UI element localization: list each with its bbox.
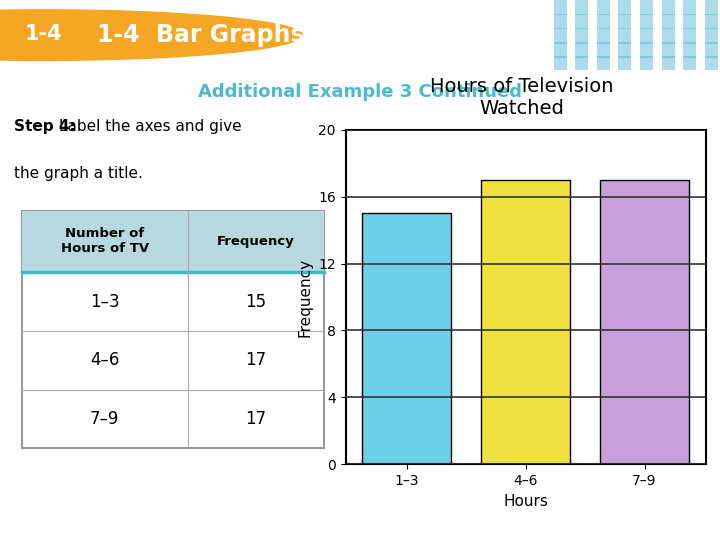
FancyBboxPatch shape <box>662 56 675 72</box>
FancyBboxPatch shape <box>618 14 631 30</box>
Text: 4–6: 4–6 <box>90 352 120 369</box>
FancyBboxPatch shape <box>554 42 567 58</box>
Text: 7–9: 7–9 <box>90 410 120 428</box>
Text: Step 4:: Step 4: <box>14 119 76 134</box>
Text: 15: 15 <box>246 293 266 310</box>
FancyBboxPatch shape <box>640 0 653 16</box>
FancyBboxPatch shape <box>575 28 588 44</box>
FancyBboxPatch shape <box>22 211 324 272</box>
Text: Additional Example 3 Continued: Additional Example 3 Continued <box>198 83 522 101</box>
FancyBboxPatch shape <box>597 0 610 16</box>
FancyBboxPatch shape <box>683 42 696 58</box>
FancyBboxPatch shape <box>705 14 718 30</box>
Bar <box>481 180 570 464</box>
FancyBboxPatch shape <box>705 0 718 16</box>
FancyBboxPatch shape <box>640 14 653 30</box>
Text: Label the axes and give: Label the axes and give <box>59 119 242 134</box>
FancyBboxPatch shape <box>597 56 610 72</box>
FancyBboxPatch shape <box>575 42 588 58</box>
FancyBboxPatch shape <box>554 0 567 16</box>
Text: Number of
Hours of TV: Number of Hours of TV <box>60 227 149 255</box>
Text: 17: 17 <box>246 352 266 369</box>
FancyBboxPatch shape <box>683 14 696 30</box>
FancyBboxPatch shape <box>554 56 567 72</box>
Text: 1–3: 1–3 <box>90 293 120 310</box>
FancyBboxPatch shape <box>618 0 631 16</box>
FancyBboxPatch shape <box>597 28 610 44</box>
FancyBboxPatch shape <box>618 42 631 58</box>
FancyBboxPatch shape <box>575 0 588 16</box>
Text: Hours of Television
Watched: Hours of Television Watched <box>431 77 613 118</box>
Circle shape <box>0 10 302 60</box>
Text: the graph a title.: the graph a title. <box>14 166 143 181</box>
FancyBboxPatch shape <box>662 14 675 30</box>
FancyBboxPatch shape <box>662 28 675 44</box>
FancyBboxPatch shape <box>705 28 718 44</box>
FancyBboxPatch shape <box>554 14 567 30</box>
FancyBboxPatch shape <box>22 211 324 448</box>
Text: Frequency: Frequency <box>217 235 294 248</box>
FancyBboxPatch shape <box>640 56 653 72</box>
FancyBboxPatch shape <box>575 56 588 72</box>
Y-axis label: Frequency: Frequency <box>297 258 312 336</box>
Text: 1-4: 1-4 <box>24 24 62 44</box>
Text: 17: 17 <box>246 410 266 428</box>
FancyBboxPatch shape <box>662 42 675 58</box>
FancyBboxPatch shape <box>618 56 631 72</box>
Text: Copyright © by Holt, Rinehart and Winston. All Rights Reserved.: Copyright © by Holt, Rinehart and Winsto… <box>202 517 518 528</box>
Bar <box>362 213 451 464</box>
FancyBboxPatch shape <box>575 14 588 30</box>
FancyBboxPatch shape <box>640 28 653 44</box>
FancyBboxPatch shape <box>618 28 631 44</box>
FancyBboxPatch shape <box>640 42 653 58</box>
FancyBboxPatch shape <box>554 28 567 44</box>
FancyBboxPatch shape <box>597 42 610 58</box>
FancyBboxPatch shape <box>662 0 675 16</box>
FancyBboxPatch shape <box>597 14 610 30</box>
Text: Course 2: Course 2 <box>29 515 104 530</box>
FancyBboxPatch shape <box>705 56 718 72</box>
FancyBboxPatch shape <box>683 0 696 16</box>
FancyBboxPatch shape <box>683 56 696 72</box>
X-axis label: Hours: Hours <box>503 494 548 509</box>
FancyBboxPatch shape <box>683 28 696 44</box>
FancyBboxPatch shape <box>705 42 718 58</box>
Bar <box>600 180 689 464</box>
Text: 1-4  Bar Graphs and Histograms: 1-4 Bar Graphs and Histograms <box>97 23 523 47</box>
